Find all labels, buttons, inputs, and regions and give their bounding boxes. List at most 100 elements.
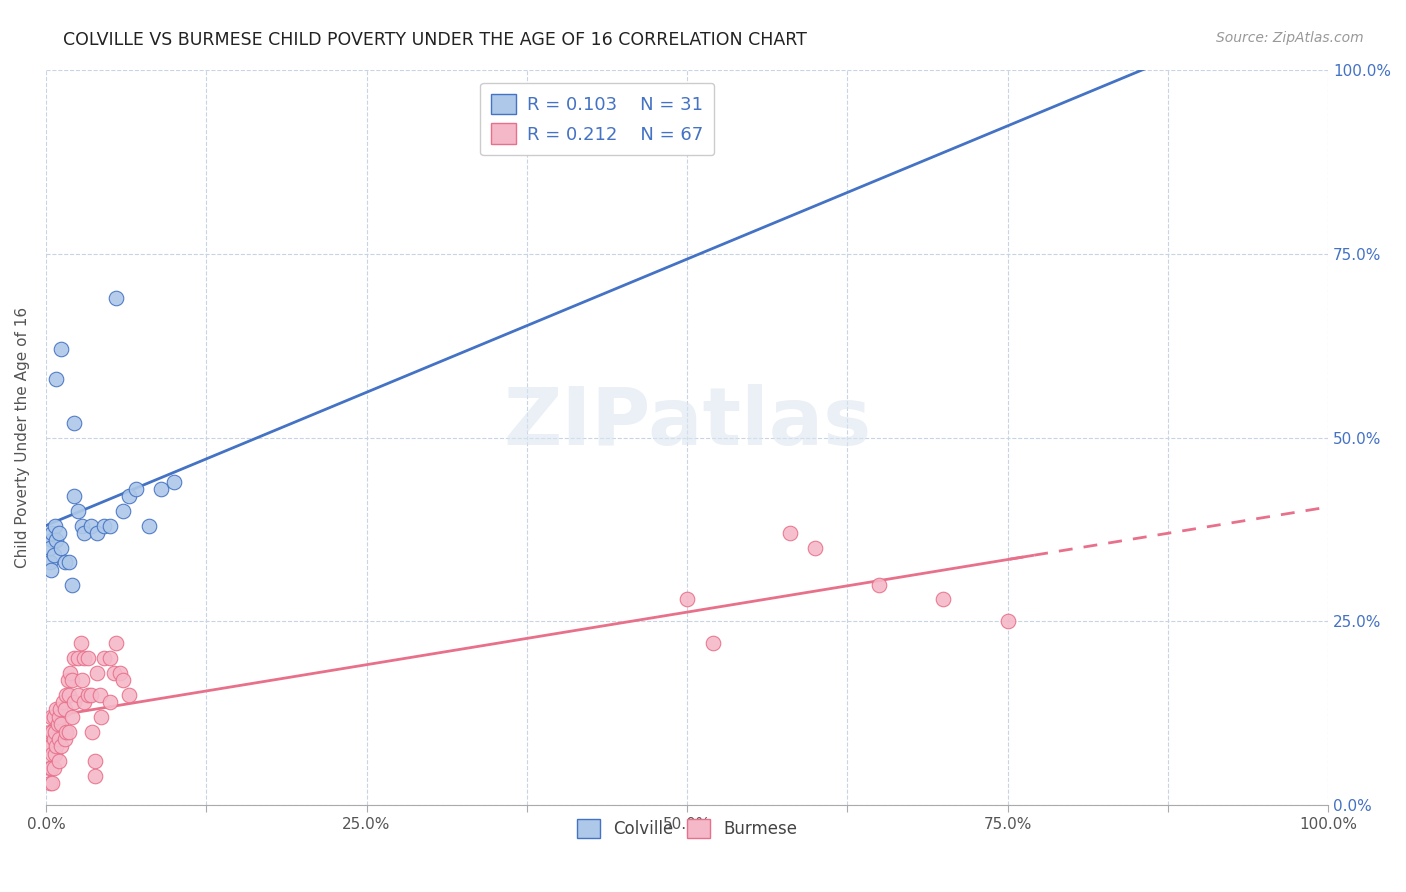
Point [48,526,70,541]
Point [42,548,65,562]
Point [118,688,141,702]
Point [59,665,82,680]
Point [48,754,70,768]
Point [53,702,76,716]
Point [138,518,160,533]
Point [80,688,103,702]
Point [73,651,96,665]
Point [125,482,148,496]
Point [80,518,103,533]
Point [58,688,80,702]
Point [93,651,115,665]
Point [41,533,63,548]
Point [58,556,80,570]
Point [163,475,186,489]
Point [45,372,67,386]
Point [41,526,63,541]
Point [42,710,65,724]
Point [41,747,63,761]
Point [41,724,63,739]
Point [42,761,65,775]
Point [89,688,111,702]
Point [51,717,73,731]
Point [45,739,67,754]
Text: Source: ZipAtlas.com: Source: ZipAtlas.com [1216,31,1364,45]
Point [676,592,699,607]
Point [51,739,73,754]
Point [60,673,83,687]
Point [150,482,173,496]
Point [39,710,62,724]
Point [56,673,79,687]
Point [932,592,955,607]
Point [39,739,62,754]
Point [779,526,801,541]
Point [86,526,108,541]
Point [38,541,60,555]
Text: ZIPatlas: ZIPatlas [503,384,872,462]
Point [86,665,108,680]
Point [44,724,66,739]
Point [38,761,60,775]
Point [66,504,89,518]
Point [98,518,121,533]
Text: COLVILLE VS BURMESE CHILD POVERTY UNDER THE AGE OF 16 CORRELATION CHART: COLVILLE VS BURMESE CHILD POVERTY UNDER … [63,31,807,49]
Point [868,577,890,591]
Point [997,614,1019,628]
Point [38,739,60,754]
Point [93,518,115,533]
Point [105,291,128,305]
Point [73,526,96,541]
Point [51,343,73,357]
Point [63,651,86,665]
Point [63,416,86,430]
Point [42,731,65,746]
Point [66,688,89,702]
Point [45,702,67,716]
Point [46,717,69,731]
Point [98,695,121,709]
Point [41,776,63,790]
Point [48,710,70,724]
Point [103,665,125,680]
Point [49,702,72,716]
Point [73,695,96,709]
Point [77,651,100,665]
Point [111,673,134,687]
Point [60,710,83,724]
Point [702,636,724,650]
Point [51,541,73,555]
Point [77,688,100,702]
Point [70,518,93,533]
Point [83,754,105,768]
Point [98,651,121,665]
Point [38,724,60,739]
Point [48,731,70,746]
Point [83,769,105,783]
Point [82,724,104,739]
Point [38,776,60,790]
Point [58,724,80,739]
Point [118,489,141,503]
Point [70,673,93,687]
Legend: Colville, Burmese: Colville, Burmese [569,812,804,845]
Point [53,731,76,746]
Point [60,577,83,591]
Point [111,504,134,518]
Point [44,518,66,533]
Point [90,710,112,724]
Point [105,636,128,650]
Point [110,665,132,680]
Point [39,563,62,577]
Point [45,533,67,548]
Point [39,761,62,775]
Point [55,688,77,702]
Y-axis label: Child Poverty Under the Age of 16: Child Poverty Under the Age of 16 [15,307,30,568]
Point [55,724,77,739]
Point [53,556,76,570]
Point [52,695,75,709]
Point [38,556,60,570]
Point [69,636,91,650]
Point [804,541,827,555]
Point [63,489,86,503]
